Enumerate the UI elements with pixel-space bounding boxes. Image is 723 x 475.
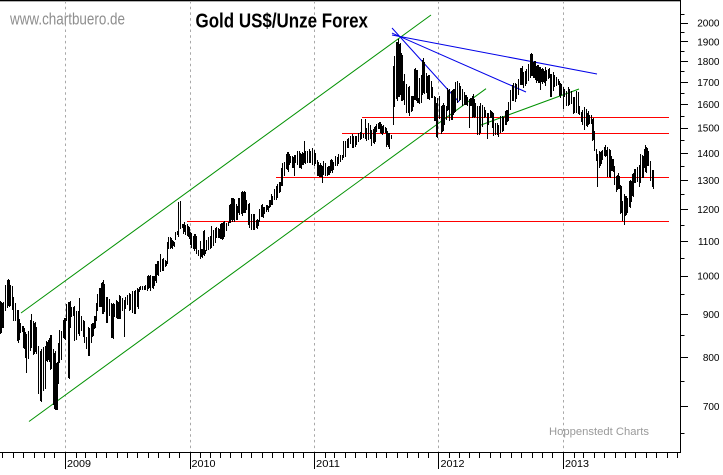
svg-text:Gold US$/Unze Forex: Gold US$/Unze Forex (196, 11, 369, 33)
svg-text:Hoppenstedt Charts: Hoppenstedt Charts (549, 426, 650, 438)
svg-text:1000: 1000 (697, 272, 720, 283)
svg-text:2011: 2011 (316, 459, 340, 470)
svg-text:2009: 2009 (67, 459, 91, 470)
svg-text:1700: 1700 (697, 78, 720, 89)
svg-text:1800: 1800 (697, 57, 720, 68)
svg-text:1300: 1300 (697, 176, 720, 187)
svg-text:1600: 1600 (697, 100, 720, 111)
svg-text:1900: 1900 (697, 37, 720, 48)
svg-text:2010: 2010 (192, 459, 216, 470)
svg-text:2012: 2012 (441, 459, 465, 470)
svg-text:1500: 1500 (697, 124, 720, 135)
svg-text:1400: 1400 (697, 149, 720, 160)
svg-text:www.chartbuero.de: www.chartbuero.de (9, 11, 125, 29)
svg-text:2000: 2000 (697, 19, 720, 30)
svg-text:700: 700 (703, 402, 720, 413)
svg-text:900: 900 (703, 310, 720, 321)
svg-text:1200: 1200 (697, 205, 720, 216)
svg-text:1100: 1100 (698, 237, 720, 248)
svg-text:800: 800 (703, 353, 720, 364)
svg-text:2013: 2013 (565, 459, 589, 470)
